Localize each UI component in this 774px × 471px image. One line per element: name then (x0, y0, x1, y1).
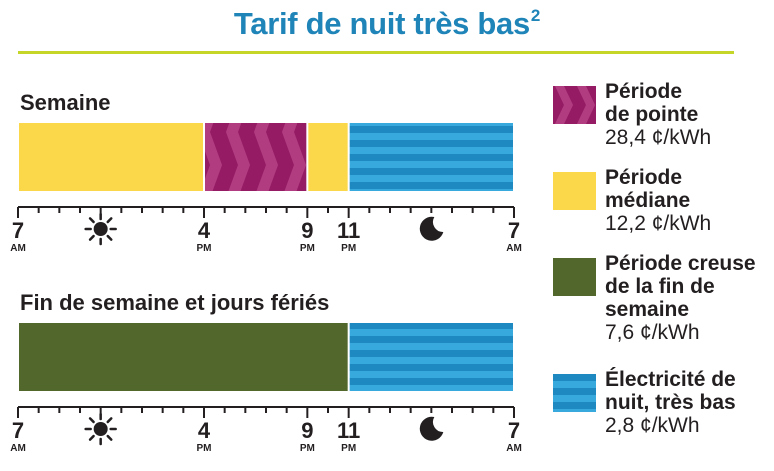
tick-label-suffix: AM (506, 243, 522, 254)
segment-mediane (19, 123, 203, 191)
tick-label-hour: 7 (12, 218, 24, 243)
legend-swatch-mediane (553, 172, 596, 210)
legend-label: Période creuse de la fin de semaine (605, 252, 756, 321)
tick-label-suffix: PM (300, 243, 315, 254)
sun-icon (84, 412, 117, 446)
title-footnote-marker: 2 (530, 6, 541, 25)
legend-swatch-creuse (553, 258, 596, 296)
tick-label-hour: 7 (12, 418, 24, 443)
tick-label-suffix: PM (300, 443, 315, 454)
tick-label-hour: 11 (337, 418, 360, 443)
timeline-row-fin-de-semaine: Fin de semaine et jours fériés7AM4PM9PM1… (10, 290, 522, 454)
chart-title: Tarif de nuit très bas2 (0, 6, 774, 42)
moon-icon (419, 416, 444, 441)
tick-label-hour: 11 (337, 218, 360, 243)
tick-label-hour: 7 (508, 418, 520, 443)
chart-title-text: Tarif de nuit très bas (233, 6, 530, 41)
segment-mediane (308, 123, 348, 191)
tick-label-hour: 7 (508, 218, 520, 243)
tick-label-suffix: PM (341, 443, 356, 454)
row-label: Fin de semaine et jours fériés (20, 290, 329, 315)
sun-icon (84, 212, 117, 246)
tick-label-hour: 9 (301, 418, 313, 443)
legend-swatch-pointe (553, 86, 596, 124)
legend-text: Électricité de nuit, très bas 2,8 ¢/kWh (605, 368, 774, 437)
tick-label-suffix: PM (197, 443, 212, 454)
legend-text: Période médiane 12,2 ¢/kWh (605, 166, 774, 235)
legend-price: 12,2 ¢/kWh (605, 212, 712, 235)
tick-label-suffix: PM (197, 243, 212, 254)
legend-swatch-nuit (553, 374, 596, 412)
legend-text: Période creuse de la fin de semaine 7,6 ¢… (605, 252, 774, 344)
tick-label-suffix: AM (506, 443, 522, 454)
moon-icon (419, 216, 444, 241)
tick-label-suffix: PM (341, 243, 356, 254)
tick-label-suffix: AM (10, 443, 26, 454)
legend-label: Période médiane (605, 166, 691, 212)
tick-label-suffix: AM (10, 243, 26, 254)
segment-nuit (349, 123, 513, 191)
legend-price: 7,6 ¢/kWh (605, 321, 700, 344)
legend-text: Période de pointe 28,4 ¢/kWh (605, 80, 774, 149)
legend-label: Électricité de nuit, très bas (605, 368, 736, 414)
segment-nuit (349, 323, 513, 391)
legend-price: 28,4 ¢/kWh (605, 126, 712, 149)
row-label: Semaine (20, 90, 111, 115)
title-underline (18, 51, 734, 54)
tick-label-hour: 4 (198, 218, 211, 243)
tick-label-hour: 9 (301, 218, 313, 243)
legend-label: Période de pointe (605, 80, 699, 126)
segment-pointe (205, 123, 307, 191)
legend-price: 2,8 ¢/kWh (605, 414, 700, 437)
tick-label-hour: 4 (198, 418, 211, 443)
segment-creuse (19, 323, 348, 391)
